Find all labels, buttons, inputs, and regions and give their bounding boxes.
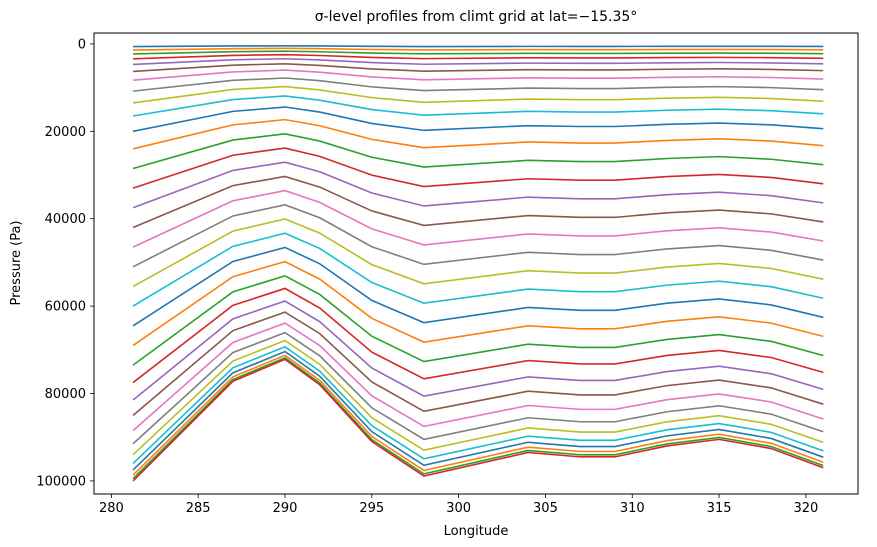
y-axis: 0 20000 40000 60000 80000 100000 bbox=[36, 37, 94, 489]
sigma-level-line-27 bbox=[132, 322, 824, 432]
sigma-level-line-4 bbox=[133, 53, 824, 60]
sigma-level-line-9 bbox=[132, 85, 824, 104]
x-tick-label: 280 bbox=[99, 501, 124, 516]
sigma-level-line-23 bbox=[132, 274, 824, 366]
y-tick-label: 40000 bbox=[45, 212, 86, 227]
sigma-level-line-29 bbox=[132, 339, 824, 456]
sigma-level-line-3 bbox=[133, 50, 824, 55]
y-tick-label: 80000 bbox=[45, 387, 86, 402]
series-layer bbox=[132, 45, 824, 482]
sigma-level-line-13 bbox=[132, 133, 824, 170]
x-axis: 280 285 290 295 300 305 310 315 320 bbox=[99, 494, 818, 516]
x-tick-label: 295 bbox=[359, 501, 384, 516]
sigma-level-line-16 bbox=[132, 175, 824, 229]
y-tick-label: 100000 bbox=[36, 474, 86, 489]
sigma-level-line-14 bbox=[132, 147, 824, 189]
sigma-level-line-24 bbox=[132, 287, 824, 384]
x-axis-label: Longitude bbox=[444, 524, 509, 539]
x-tick-label: 310 bbox=[620, 501, 645, 516]
sigma-level-line-6 bbox=[133, 62, 824, 73]
y-tick-label: 0 bbox=[78, 37, 86, 52]
chart-title: σ-level profiles from climt grid at lat=… bbox=[315, 9, 638, 25]
sigma-level-line-22 bbox=[132, 260, 824, 347]
x-tick-label: 290 bbox=[273, 501, 298, 516]
sigma-level-line-28 bbox=[132, 331, 824, 445]
sigma-level-line-8 bbox=[132, 77, 824, 92]
plot-frame bbox=[93, 32, 859, 495]
sigma-level-line-25 bbox=[132, 300, 824, 401]
sigma-level-line-17 bbox=[132, 189, 824, 248]
sigma-level-line-10 bbox=[132, 95, 824, 117]
x-tick-label: 320 bbox=[793, 501, 818, 516]
sigma-level-line-5 bbox=[133, 57, 824, 66]
x-tick-label: 285 bbox=[186, 501, 211, 516]
y-axis-label: Pressure (Pa) bbox=[9, 220, 24, 305]
sigma-level-line-19 bbox=[132, 218, 824, 288]
sigma-level-line-1 bbox=[133, 45, 824, 48]
x-tick-label: 315 bbox=[707, 501, 732, 516]
sigma-level-line-2 bbox=[133, 47, 824, 51]
x-tick-label: 300 bbox=[446, 501, 471, 516]
sigma-level-line-34 bbox=[132, 358, 824, 482]
sigma-level-line-7 bbox=[133, 69, 824, 81]
x-tick-label: 305 bbox=[533, 501, 558, 516]
sigma-level-line-11 bbox=[132, 106, 824, 133]
sigma-level-line-21 bbox=[132, 246, 824, 327]
sigma-level-line-26 bbox=[132, 311, 824, 416]
sigma-level-line-32 bbox=[132, 354, 824, 476]
sigma-level-line-12 bbox=[132, 118, 824, 150]
y-tick-label: 60000 bbox=[45, 300, 86, 315]
sigma-level-line-30 bbox=[132, 345, 824, 464]
sigma-level-line-18 bbox=[132, 203, 824, 268]
sigma-level-line-15 bbox=[132, 161, 824, 209]
sigma-level-line-33 bbox=[132, 356, 824, 480]
sigma-level-line-20 bbox=[132, 232, 824, 307]
y-tick-label: 20000 bbox=[45, 125, 86, 140]
sigma-level-line-31 bbox=[132, 350, 824, 471]
